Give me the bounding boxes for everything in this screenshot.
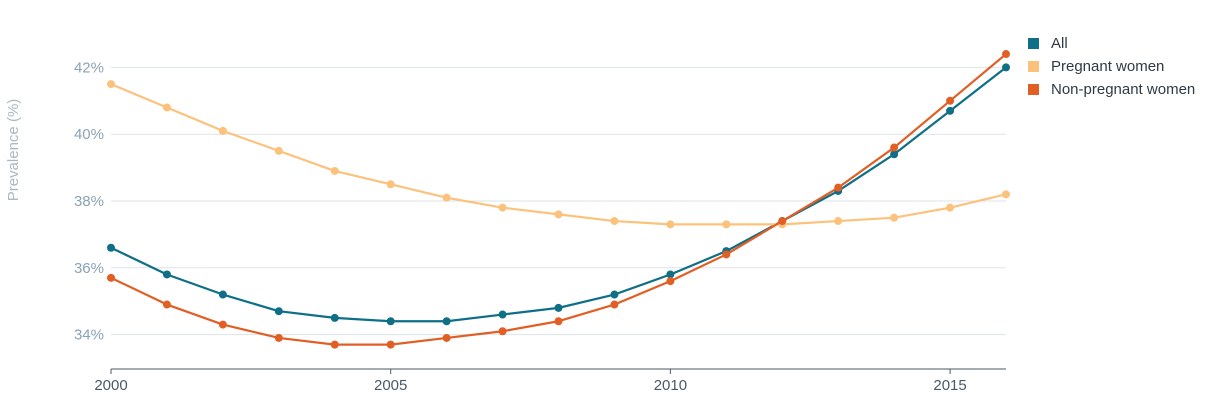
x-tick-label: 2000 — [94, 377, 127, 394]
y-tick-label: 36% — [74, 260, 104, 277]
data-point — [498, 327, 507, 336]
data-point — [554, 317, 563, 326]
gridlines — [111, 66, 1006, 336]
data-point — [1002, 190, 1010, 199]
data-point — [946, 96, 955, 105]
data-point — [834, 183, 843, 192]
series-line — [110, 83, 1007, 226]
series-all — [107, 63, 1010, 326]
data-point — [722, 250, 731, 259]
series-pregnant-women — [107, 80, 1010, 229]
data-point — [554, 210, 563, 219]
data-point — [442, 317, 451, 326]
data-point — [1002, 50, 1010, 59]
legend-item: Pregnant women — [1028, 55, 1195, 78]
data-point — [834, 217, 843, 226]
data-point — [274, 307, 283, 316]
data-point — [274, 146, 283, 155]
legend-swatch — [1028, 38, 1039, 49]
data-point — [162, 270, 171, 279]
data-point — [218, 126, 227, 135]
data-point — [386, 180, 395, 189]
data-point — [107, 273, 115, 282]
x-tick-label: 2005 — [374, 377, 407, 394]
data-point — [890, 143, 899, 152]
data-point — [107, 243, 115, 252]
y-tick-label: 34% — [74, 327, 104, 344]
y-axis-ticks: 34% 36% 38% 40% 42% — [74, 59, 104, 343]
data-point — [162, 300, 171, 309]
data-point — [498, 203, 507, 212]
data-point — [330, 166, 339, 175]
legend-label: Non-pregnant women — [1051, 81, 1196, 98]
series-line — [110, 66, 1007, 323]
legend-label: Pregnant women — [1051, 58, 1165, 75]
data-point — [274, 333, 283, 342]
legend-swatch — [1028, 84, 1039, 95]
x-tick-label: 2015 — [933, 377, 966, 394]
legend-label: All — [1051, 35, 1068, 52]
x-axis: 2000 2005 2010 2015 — [94, 368, 1006, 394]
data-point — [610, 300, 619, 309]
data-point — [442, 333, 451, 342]
data-point — [218, 290, 227, 299]
y-axis-label: Prevalence (%) — [5, 99, 22, 202]
data-point — [1002, 63, 1010, 72]
data-point — [666, 277, 675, 286]
legend-swatch — [1028, 61, 1039, 72]
data-point — [554, 303, 563, 312]
data-point — [666, 220, 675, 229]
data-point — [946, 106, 955, 115]
data-point — [946, 203, 955, 212]
data-point — [107, 80, 115, 89]
y-tick-label: 38% — [74, 193, 104, 210]
legend: All Pregnant women Non-pregnant women — [1028, 32, 1195, 101]
data-point — [890, 213, 899, 222]
data-point — [890, 150, 899, 159]
data-point — [218, 320, 227, 329]
data-point — [386, 340, 395, 349]
data-point — [442, 193, 451, 202]
series-non-pregnant-women — [107, 50, 1010, 349]
data-point — [330, 340, 339, 349]
legend-item: All — [1028, 32, 1195, 55]
data-point — [778, 217, 787, 226]
y-tick-label: 42% — [74, 59, 104, 76]
data-point — [666, 270, 675, 279]
data-point — [722, 220, 731, 229]
series-layer — [107, 50, 1010, 349]
data-point — [610, 217, 619, 226]
x-tick-label: 2010 — [654, 377, 687, 394]
data-point — [330, 313, 339, 322]
data-point — [610, 290, 619, 299]
data-point — [498, 310, 507, 319]
legend-item: Non-pregnant women — [1028, 78, 1195, 101]
data-point — [162, 103, 171, 112]
y-tick-label: 40% — [74, 126, 104, 143]
data-point — [386, 317, 395, 326]
